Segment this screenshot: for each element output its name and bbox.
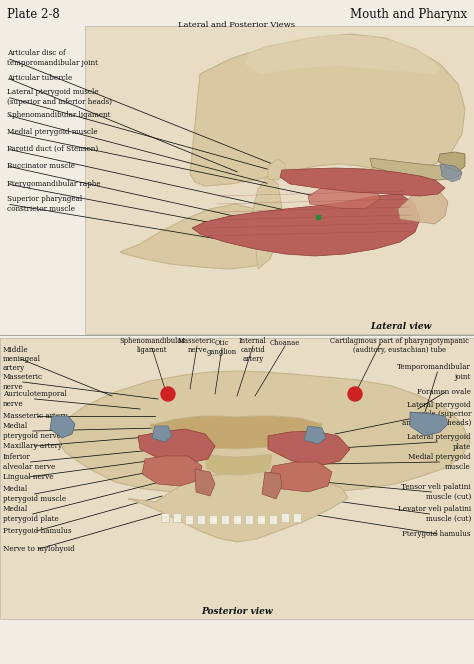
- Polygon shape: [308, 182, 380, 209]
- Text: Articular tubercle: Articular tubercle: [7, 74, 72, 82]
- Bar: [85, 26, 474, 334]
- Circle shape: [161, 387, 175, 401]
- Circle shape: [348, 387, 362, 401]
- Polygon shape: [410, 412, 448, 436]
- Text: Choanae: Choanae: [270, 339, 300, 347]
- Text: Lateral view: Lateral view: [371, 322, 432, 331]
- Text: Masseteric artery: Masseteric artery: [3, 412, 68, 420]
- Text: Medial
pterygoid muscle: Medial pterygoid muscle: [3, 485, 66, 503]
- Text: Posterior view: Posterior view: [201, 607, 273, 616]
- Text: Lateral pterygoid
plate: Lateral pterygoid plate: [407, 434, 471, 451]
- Text: Plate 2-8: Plate 2-8: [7, 8, 60, 21]
- Text: Medial pterygoid
muscle: Medial pterygoid muscle: [409, 454, 471, 471]
- Text: Lateral pterygoid
muscle (superior
and inferior heads): Lateral pterygoid muscle (superior and i…: [401, 401, 471, 427]
- Polygon shape: [50, 416, 75, 438]
- Text: Otic
ganglion: Otic ganglion: [207, 339, 237, 356]
- Polygon shape: [245, 34, 440, 74]
- Polygon shape: [205, 454, 272, 478]
- Bar: [293, 513, 301, 522]
- Polygon shape: [138, 429, 215, 464]
- Polygon shape: [280, 168, 445, 196]
- Bar: [0, 338, 474, 619]
- Polygon shape: [120, 204, 275, 269]
- Polygon shape: [58, 371, 470, 496]
- Polygon shape: [370, 158, 462, 180]
- Polygon shape: [252, 176, 282, 269]
- Text: Pterygomandibular raphe: Pterygomandibular raphe: [7, 180, 100, 188]
- Polygon shape: [398, 189, 448, 224]
- Bar: [173, 513, 181, 522]
- Text: Maxillary artery: Maxillary artery: [3, 442, 62, 450]
- Polygon shape: [190, 34, 465, 186]
- Text: Parotid duct (of Stensen): Parotid duct (of Stensen): [7, 145, 98, 153]
- Polygon shape: [152, 426, 172, 442]
- Text: Pterygoid hamulus: Pterygoid hamulus: [402, 530, 471, 538]
- Text: Cartilaginous part of pharyngotympanic
(auditory, eustachian) tube: Cartilaginous part of pharyngotympanic (…: [330, 337, 470, 354]
- Bar: [161, 513, 169, 522]
- Bar: [269, 515, 277, 524]
- Bar: [197, 515, 205, 524]
- Text: Medial
pterygoid plate: Medial pterygoid plate: [3, 505, 59, 523]
- Polygon shape: [262, 472, 282, 499]
- Text: Medial
pterygoid nerve: Medial pterygoid nerve: [3, 422, 61, 440]
- Text: Mouth and Pharynx: Mouth and Pharynx: [350, 8, 467, 21]
- Polygon shape: [192, 194, 420, 256]
- Text: Levator veli palatini
muscle (cut): Levator veli palatini muscle (cut): [398, 505, 471, 523]
- Polygon shape: [268, 462, 332, 492]
- Text: Middle
meningeal
artery: Middle meningeal artery: [3, 346, 41, 373]
- Polygon shape: [268, 431, 350, 466]
- Text: Buccinator muscle: Buccinator muscle: [7, 162, 75, 170]
- Polygon shape: [150, 416, 322, 449]
- Polygon shape: [142, 456, 202, 486]
- Polygon shape: [128, 472, 348, 542]
- Text: Tensor veli palatini
muscle (cut): Tensor veli palatini muscle (cut): [401, 483, 471, 501]
- Bar: [233, 515, 241, 524]
- Text: Medial pterygoid muscle: Medial pterygoid muscle: [7, 128, 98, 136]
- Polygon shape: [304, 426, 326, 444]
- Bar: [281, 513, 289, 522]
- Text: Auriculotemporal
nerve: Auriculotemporal nerve: [3, 390, 67, 408]
- Text: Masseteric
nerve: Masseteric nerve: [3, 373, 43, 390]
- Text: Nerve to mylohyoid: Nerve to mylohyoid: [3, 545, 75, 553]
- Text: Lateral pterygoid muscle
(superior and inferior heads): Lateral pterygoid muscle (superior and i…: [7, 88, 112, 106]
- Bar: [209, 515, 217, 524]
- Text: Pterygoid hamulus: Pterygoid hamulus: [3, 527, 72, 535]
- Text: Lateral and Posterior Views: Lateral and Posterior Views: [179, 21, 295, 29]
- Text: Foramen ovale: Foramen ovale: [417, 388, 471, 396]
- Polygon shape: [440, 164, 462, 182]
- Text: Superior pharyngeal
constrictor muscle: Superior pharyngeal constrictor muscle: [7, 195, 82, 212]
- Bar: [245, 515, 253, 524]
- Bar: [257, 515, 265, 524]
- Text: Masseteric
nerve: Masseteric nerve: [178, 337, 216, 354]
- Text: Sphenomandibular ligament: Sphenomandibular ligament: [7, 111, 110, 119]
- Bar: [185, 515, 193, 524]
- Text: Inferior
alveolar nerve: Inferior alveolar nerve: [3, 454, 55, 471]
- Text: Lingual nerve: Lingual nerve: [3, 473, 54, 481]
- Text: Internal
carotid
artery: Internal carotid artery: [239, 337, 267, 363]
- Text: Temporomandibular
joint: Temporomandibular joint: [397, 363, 471, 380]
- Polygon shape: [438, 152, 465, 172]
- Bar: [221, 515, 229, 524]
- Text: Articular disc of
temporomandibular joint: Articular disc of temporomandibular join…: [7, 49, 98, 66]
- Polygon shape: [195, 469, 215, 496]
- Polygon shape: [268, 159, 285, 180]
- Text: Sphenomandibular
ligament: Sphenomandibular ligament: [119, 337, 185, 354]
